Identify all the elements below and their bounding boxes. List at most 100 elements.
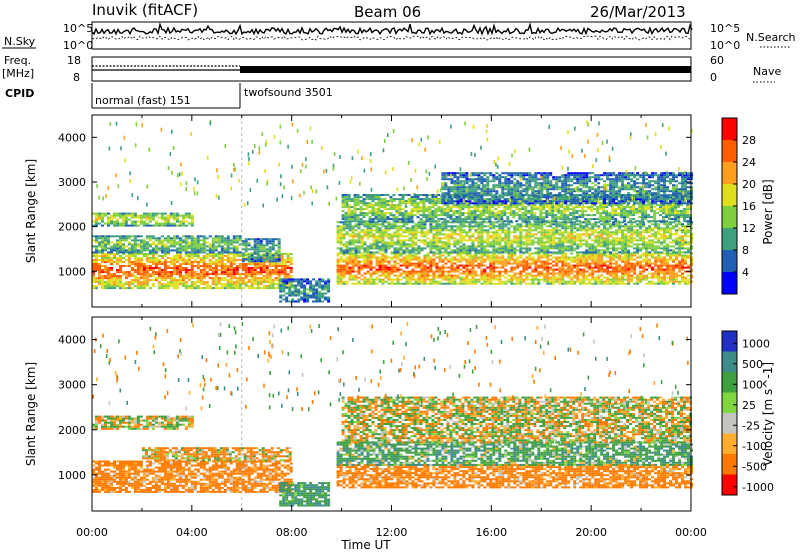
heatmap-cell xyxy=(217,237,221,240)
heatmap-cell xyxy=(450,221,454,224)
heatmap-cell xyxy=(181,218,185,221)
heatmap-cell xyxy=(603,229,607,232)
heatmap-cell xyxy=(401,212,405,215)
heatmap-cell xyxy=(675,252,678,255)
heatmap-cell xyxy=(202,241,206,244)
heatmap-cell xyxy=(139,216,143,219)
heatmap-cell xyxy=(309,290,313,293)
heatmap-cell xyxy=(441,247,445,250)
heatmap-cell xyxy=(426,270,430,273)
heatmap-cell xyxy=(480,254,484,257)
heatmap-cell xyxy=(486,252,490,255)
cpid-label: CPID xyxy=(5,87,34,100)
heatmap-cell xyxy=(389,196,393,198)
heatmap-cell xyxy=(573,235,577,238)
heatmap-cell xyxy=(348,276,352,279)
heatmap-cell xyxy=(525,221,529,224)
heatmap-cell xyxy=(98,235,101,238)
heatmap-cell xyxy=(477,231,481,234)
heatmap-cell xyxy=(516,235,520,238)
heatmap-cell xyxy=(268,260,272,263)
heatmap-cell xyxy=(145,224,149,227)
heatmap-cell xyxy=(398,220,402,223)
heatmap-cell xyxy=(459,247,463,250)
heatmap-cell xyxy=(253,263,257,265)
heatmap-cell xyxy=(202,245,206,248)
heatmap-cell xyxy=(360,237,364,240)
heatmap-cell xyxy=(390,235,394,238)
heatmap-cell xyxy=(92,285,95,288)
power-cells xyxy=(92,115,693,307)
heatmap-cell xyxy=(606,227,610,230)
heatmap-cell xyxy=(678,282,681,285)
heatmap-cell xyxy=(369,282,373,285)
heatmap-cell xyxy=(612,252,616,255)
heatmap-cell xyxy=(354,225,358,228)
heatmap-cell xyxy=(113,220,116,223)
heatmap-cell xyxy=(360,266,364,269)
heatmap-cell xyxy=(645,249,649,252)
heatmap-cell xyxy=(256,240,260,243)
heatmap-cell xyxy=(122,220,125,223)
heatmap-cell xyxy=(423,280,427,283)
heatmap-cell xyxy=(480,227,484,230)
heatmap-cell xyxy=(283,273,287,276)
heatmap-cell xyxy=(175,224,179,227)
heatmap-cell xyxy=(561,266,565,269)
heatmap-cell xyxy=(462,239,466,242)
heatmap-cell xyxy=(214,275,218,278)
heatmap-cell xyxy=(447,221,451,224)
heatmap-cell xyxy=(145,269,149,271)
heatmap-cell xyxy=(196,263,200,265)
heatmap-cell xyxy=(396,233,400,236)
heatmap-cell xyxy=(507,245,511,248)
heatmap-cell xyxy=(543,247,547,250)
heatmap-cell xyxy=(157,249,161,252)
heatmap-cell xyxy=(537,231,541,234)
heatmap-cell xyxy=(603,251,607,254)
heatmap-cell xyxy=(163,273,167,276)
heatmap-cell xyxy=(232,285,236,288)
heatmap-cell xyxy=(471,270,475,273)
heatmap-cell xyxy=(420,276,424,279)
heatmap-cell xyxy=(672,221,675,224)
heatmap-cell xyxy=(630,227,634,230)
heatmap-cell xyxy=(618,270,622,273)
heatmap-cell xyxy=(516,282,520,285)
heatmap-cell xyxy=(119,285,122,288)
heatmap-cell xyxy=(202,281,206,284)
heatmap-cell xyxy=(306,292,310,295)
heatmap-cell xyxy=(681,268,684,271)
heatmap-cell xyxy=(537,251,541,254)
heatmap-cell xyxy=(504,270,508,273)
heatmap-cell xyxy=(139,241,143,244)
heatmap-cell xyxy=(408,282,412,285)
heatmap-cell xyxy=(615,262,619,265)
heatmap-cell xyxy=(113,281,116,284)
heatmap-cell xyxy=(401,196,405,198)
heatmap-cell xyxy=(404,220,408,223)
heatmap-cell xyxy=(145,271,149,274)
heatmap-cell xyxy=(531,262,535,265)
heatmap-cell xyxy=(360,256,364,259)
heatmap-cell xyxy=(184,239,188,242)
heatmap-cell xyxy=(369,252,373,255)
heatmap-cell xyxy=(657,274,661,277)
heatmap-cell xyxy=(669,278,672,281)
heatmap-cell xyxy=(666,260,669,263)
heatmap-cell xyxy=(666,247,669,250)
heatmap-cell xyxy=(229,273,233,276)
heatmap-cell xyxy=(567,221,571,224)
heatmap-cell xyxy=(486,278,490,281)
heatmap-cell xyxy=(395,208,399,211)
heatmap-cell xyxy=(456,249,460,252)
heatmap-cell xyxy=(471,249,475,252)
heatmap-cell xyxy=(570,272,574,275)
heatmap-cell xyxy=(486,276,490,279)
heatmap-cell xyxy=(438,225,442,228)
heatmap-cell xyxy=(456,252,460,255)
heatmap-cell xyxy=(384,221,388,224)
heatmap-cell xyxy=(381,239,385,242)
heatmap-cell xyxy=(600,258,604,261)
heatmap-cell xyxy=(354,264,358,267)
